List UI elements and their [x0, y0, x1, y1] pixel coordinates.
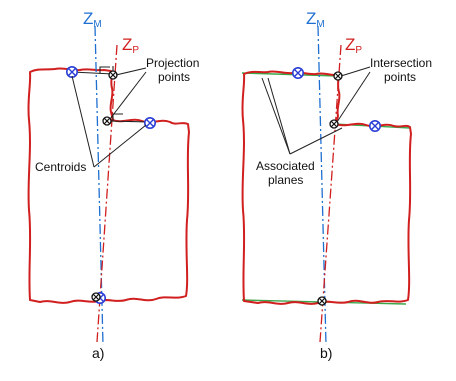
leader-lines-a [71, 67, 147, 168]
label-intersection-points-line2: points [384, 70, 416, 84]
intersection-point-icon [333, 71, 343, 81]
axis-zp-label-b: ZP [345, 35, 362, 56]
axis-zm-label-a: ZM [83, 9, 102, 30]
intersection-point-icon [329, 119, 339, 129]
projection-point-icon [102, 116, 112, 126]
centroid-icon [66, 66, 78, 78]
label-projection-points-line2: points [158, 70, 190, 84]
label-projection-points: Projection [146, 56, 199, 70]
projection-point-icon [91, 292, 101, 302]
panel-a: ZM ZP Projection points Centroids a) [27, 9, 199, 361]
centroid-icon [291, 67, 305, 79]
axis-zm-label-b: ZM [306, 9, 325, 30]
part-profile-b [241, 70, 412, 305]
centroid-icon [144, 117, 156, 129]
label-centroids: Centroids [35, 160, 86, 174]
label-intersection-points: Intersection [370, 56, 432, 70]
axis-zm-b [317, 25, 327, 346]
projection-helpers-a [71, 66, 151, 123]
part-profile-a [27, 67, 190, 304]
centroid-icon [368, 120, 382, 132]
panel-b: ZM ZP Intersection points Associated pla… [241, 9, 432, 361]
caption-b: b) [320, 345, 332, 361]
intersection-point-icon [317, 296, 327, 306]
label-associated-planes: Associated [256, 159, 315, 173]
caption-a: a) [92, 345, 104, 361]
associated-planes [241, 72, 411, 305]
axis-zm-a [94, 25, 104, 346]
leader-lines-b [261, 66, 371, 155]
axis-zp-label-a: ZP [122, 35, 139, 56]
axis-zp-b [319, 44, 342, 343]
label-associated-planes-line2: planes [268, 173, 303, 187]
projection-point-icon [108, 70, 118, 80]
